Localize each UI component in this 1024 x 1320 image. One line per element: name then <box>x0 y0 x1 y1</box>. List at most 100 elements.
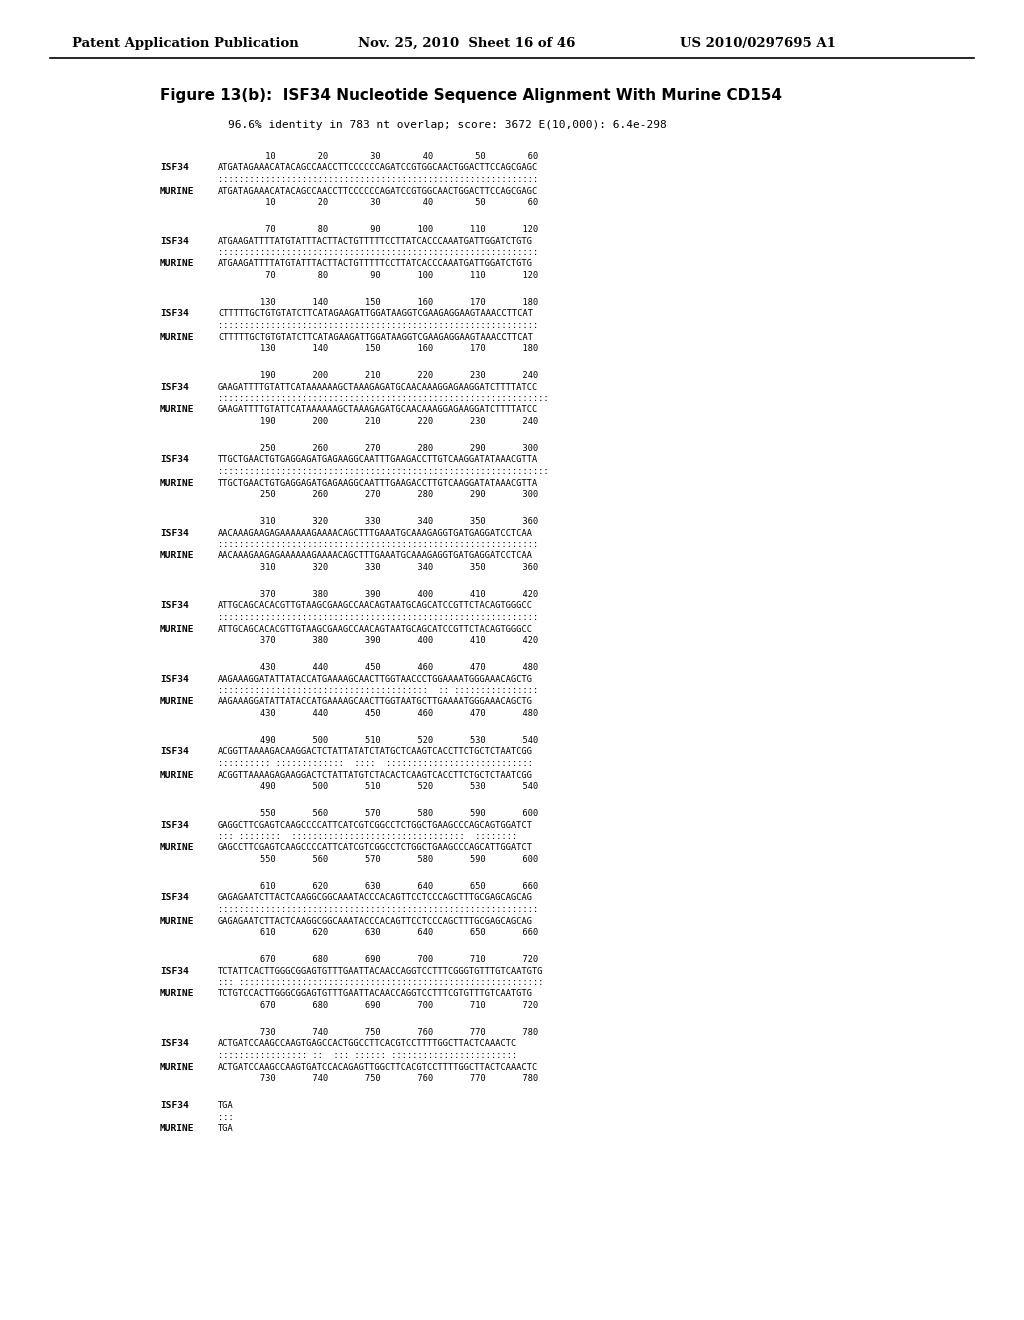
Text: 370       380       390       400       410       420: 370 380 390 400 410 420 <box>218 636 539 645</box>
Text: MURINE: MURINE <box>160 990 195 998</box>
Text: Nov. 25, 2010  Sheet 16 of 46: Nov. 25, 2010 Sheet 16 of 46 <box>358 37 575 50</box>
Text: ::::::::::::::::::::::::::::::::::::::::  :: ::::::::::::::::: ::::::::::::::::::::::::::::::::::::::::… <box>218 686 539 696</box>
Text: ATGAAGATTTTATGTATTTACTTACTGTTTTTCCTTATCACCCAAATGATTGGATCTGTG: ATGAAGATTTTATGTATTTACTTACTGTTTTTCCTTATCA… <box>218 236 534 246</box>
Text: 670       680       690       700       710       720: 670 680 690 700 710 720 <box>218 1001 539 1010</box>
Text: MURINE: MURINE <box>160 479 195 487</box>
Text: TCTATTCACTTGGGCGGAGTGTTTGAATTACAACCAGGTCCTTTCGGGTGTTTGTCAATGTG: TCTATTCACTTGGGCGGAGTGTTTGAATTACAACCAGGTC… <box>218 966 544 975</box>
Text: 610       620       630       640       650       660: 610 620 630 640 650 660 <box>218 882 539 891</box>
Text: ATTGCAGCACACGTTGTAAGCGAAGCCAACAGTAATGCAGCATCCGTTCTACAGTGGGCC: ATTGCAGCACACGTTGTAAGCGAAGCCAACAGTAATGCAG… <box>218 624 534 634</box>
Text: MURINE: MURINE <box>160 260 195 268</box>
Text: MURINE: MURINE <box>160 186 195 195</box>
Text: :::: ::: <box>218 1113 233 1122</box>
Text: 310       320       330       340       350       360: 310 320 330 340 350 360 <box>218 564 539 572</box>
Text: 70        80        90       100       110       120: 70 80 90 100 110 120 <box>218 224 539 234</box>
Text: AAGAAAGGATATTATACCATGAAAAGCAACTTGGTAACCCTGGAAAATGGGAAACAGCTG: AAGAAAGGATATTATACCATGAAAAGCAACTTGGTAACCC… <box>218 675 534 684</box>
Text: GAAGATTTTGTATTCATAAAAAAGCTAAAGAGATGCAACAAAGGAGAAGGATCTTTTATCC: GAAGATTTTGTATTCATAAAAAAGCTAAAGAGATGCAACA… <box>218 383 539 392</box>
Text: ISF34: ISF34 <box>160 675 188 684</box>
Text: 430       440       450       460       470       480: 430 440 450 460 470 480 <box>218 709 539 718</box>
Text: 730       740       750       760       770       780: 730 740 750 760 770 780 <box>218 1028 539 1038</box>
Text: ISF34: ISF34 <box>160 821 188 829</box>
Text: MURINE: MURINE <box>160 552 195 561</box>
Text: ::: ::::::::  :::::::::::::::::::::::::::::::::  ::::::::: ::: :::::::: :::::::::::::::::::::::::::… <box>218 832 517 841</box>
Text: AACAAAGAAGAGAAAAAAGAAAACAGCTTTGAAATGCAAAGAGGTGATGAGGATCCTCAA: AACAAAGAAGAGAAAAAAGAAAACAGCTTTGAAATGCAAA… <box>218 528 534 537</box>
Text: 310       320       330       340       350       360: 310 320 330 340 350 360 <box>218 517 539 525</box>
Text: MURINE: MURINE <box>160 771 195 780</box>
Text: :::::::::: :::::::::::::  ::::  ::::::::::::::::::::::::::::: :::::::::: ::::::::::::: :::: ::::::::::… <box>218 759 534 768</box>
Text: 130       140       150       160       170       180: 130 140 150 160 170 180 <box>218 345 539 352</box>
Text: MURINE: MURINE <box>160 697 195 706</box>
Text: :::::::::::::::::::::::::::::::::::::::::::::::::::::::::::::: ::::::::::::::::::::::::::::::::::::::::… <box>218 321 539 330</box>
Text: 610       620       630       640       650       660: 610 620 630 640 650 660 <box>218 928 539 937</box>
Text: MURINE: MURINE <box>160 1125 195 1133</box>
Text: 670       680       690       700       710       720: 670 680 690 700 710 720 <box>218 954 539 964</box>
Text: CTTTTTGCTGTGTATCTTCATAGAAGATTGGATAAGGTCGAAGAGGAAGTAAACCTTCAT: CTTTTTGCTGTGTATCTTCATAGAAGATTGGATAAGGTCG… <box>218 309 534 318</box>
Text: TCTGTCCACTTGGGCGGAGTGTTTGAATTACAACCAGGTCCTTTCGTGTTTGTCAATGTG: TCTGTCCACTTGGGCGGAGTGTTTGAATTACAACCAGGTC… <box>218 990 534 998</box>
Text: MURINE: MURINE <box>160 1063 195 1072</box>
Text: GAGAGAATCTTACTCAAGGCGGCAAATACCCACAGTTCCTCCCAGCTTTGCGAGCAGCAG: GAGAGAATCTTACTCAAGGCGGCAAATACCCACAGTTCCT… <box>218 894 534 903</box>
Text: ISF34: ISF34 <box>160 1040 188 1048</box>
Text: 250       260       270       280       290       300: 250 260 270 280 290 300 <box>218 444 539 453</box>
Text: 10        20        30        40        50        60: 10 20 30 40 50 60 <box>218 198 539 207</box>
Text: 490       500       510       520       530       540: 490 500 510 520 530 540 <box>218 781 539 791</box>
Text: ::: ::::::::::::::::::::::::::::::::::::::::::::::::::::::::::: ::: ::::::::::::::::::::::::::::::::::::… <box>218 978 544 987</box>
Text: ISF34: ISF34 <box>160 383 188 392</box>
Text: MURINE: MURINE <box>160 333 195 342</box>
Text: 550       560       570       580       590       600: 550 560 570 580 590 600 <box>218 809 539 818</box>
Text: 250       260       270       280       290       300: 250 260 270 280 290 300 <box>218 490 539 499</box>
Text: 10        20        30        40        50        60: 10 20 30 40 50 60 <box>218 152 539 161</box>
Text: MURINE: MURINE <box>160 624 195 634</box>
Text: ATGAAGATTTTATGTATTTACTTACTGTTTTTCCTTATCACCCAAATGATTGGATCTGTG: ATGAAGATTTTATGTATTTACTTACTGTTTTTCCTTATCA… <box>218 260 534 268</box>
Text: :::::::::::::::::::::::::::::::::::::::::::::::::::::::::::::: ::::::::::::::::::::::::::::::::::::::::… <box>218 248 539 257</box>
Text: 190       200       210       220       230       240: 190 200 210 220 230 240 <box>218 371 539 380</box>
Text: ISF34: ISF34 <box>160 309 188 318</box>
Text: Figure 13(b):  ISF34 Nucleotide Sequence Alignment With Murine CD154: Figure 13(b): ISF34 Nucleotide Sequence … <box>160 88 782 103</box>
Text: AAGAAAGGATATTATACCATGAAAAGCAACTTGGTAATGCTTGAAAATGGGAAACAGCTG: AAGAAAGGATATTATACCATGAAAAGCAACTTGGTAATGC… <box>218 697 534 706</box>
Text: AACAAAGAAGAGAAAAAAGAAAACAGCTTTGAAATGCAAAGAGGTGATGAGGATCCTCAA: AACAAAGAAGAGAAAAAAGAAAACAGCTTTGAAATGCAAA… <box>218 552 534 561</box>
Text: ACGGTTAAAAGACAAGGACTCTATTATATCTATGCTCAAGTCACCTTCTGCTCTAATCGG: ACGGTTAAAAGACAAGGACTCTATTATATCTATGCTCAAG… <box>218 747 534 756</box>
Text: TTGCTGAACTGTGAGGAGATGAGAAGGCAATTTGAAGACCTTGTCAAGGATATAAACGTTA: TTGCTGAACTGTGAGGAGATGAGAAGGCAATTTGAAGACC… <box>218 455 539 465</box>
Text: ISF34: ISF34 <box>160 455 188 465</box>
Text: ACTGATCCAAGCCAAGTGAGCCACTGGCCTTCACGTCCTTTTGGCTTACTCAAACTC: ACTGATCCAAGCCAAGTGAGCCACTGGCCTTCACGTCCTT… <box>218 1040 517 1048</box>
Text: GAAGATTTTGTATTCATAAAAAAGCTAAAGAGATGCAACAAAGGAGAAGGATCTTTTATCC: GAAGATTTTGTATTCATAAAAAAGCTAAAGAGATGCAACA… <box>218 405 539 414</box>
Text: ATGATAGAAACATACAGCCAACCTTCCCCCCAGATCCGTGGCAACTGGACTTCCAGCGAGC: ATGATAGAAACATACAGCCAACCTTCCCCCCAGATCCGTG… <box>218 186 539 195</box>
Text: :::::::::::::::::::::::::::::::::::::::::::::::::::::::::::::: ::::::::::::::::::::::::::::::::::::::::… <box>218 906 539 913</box>
Text: TGA: TGA <box>218 1125 233 1133</box>
Text: ISF34: ISF34 <box>160 966 188 975</box>
Text: 730       740       750       760       770       780: 730 740 750 760 770 780 <box>218 1074 539 1082</box>
Text: CTTTTTGCTGTGTATCTTCATAGAAGATTGGATAAGGTCGAAGAGGAAGTAAACCTTCAT: CTTTTTGCTGTGTATCTTCATAGAAGATTGGATAAGGTCG… <box>218 333 534 342</box>
Text: ATGATAGAAACATACAGCCAACCTTCCCCCCAGATCCGTGGCAACTGGACTTCCAGCGAGC: ATGATAGAAACATACAGCCAACCTTCCCCCCAGATCCGTG… <box>218 164 539 173</box>
Text: 430       440       450       460       470       480: 430 440 450 460 470 480 <box>218 663 539 672</box>
Text: :::::::::::::::::::::::::::::::::::::::::::::::::::::::::::::: ::::::::::::::::::::::::::::::::::::::::… <box>218 176 539 183</box>
Text: 490       500       510       520       530       540: 490 500 510 520 530 540 <box>218 737 539 744</box>
Text: :::::::::::::::::::::::::::::::::::::::::::::::::::::::::::::: ::::::::::::::::::::::::::::::::::::::::… <box>218 540 539 549</box>
Text: ::::::::::::::::: ::  ::: :::::: ::::::::::::::::::::::::: ::::::::::::::::: :: ::: :::::: ::::::::… <box>218 1051 517 1060</box>
Text: US 2010/0297695 A1: US 2010/0297695 A1 <box>680 37 836 50</box>
Text: 96.6% identity in 783 nt overlap; score: 3672 E(10,000): 6.4e-298: 96.6% identity in 783 nt overlap; score:… <box>228 120 667 129</box>
Text: GAGAGAATCTTACTCAAGGCGGCAAATACCCACAGTTCCTCCCAGCTTTGCGAGCAGCAG: GAGAGAATCTTACTCAAGGCGGCAAATACCCACAGTTCCT… <box>218 916 534 925</box>
Text: ACGGTTAAAAGAGAAGGACTCTATTATGTCTACACTCAAGTCACCTTCTGCTCTAATCGG: ACGGTTAAAAGAGAAGGACTCTATTATGTCTACACTCAAG… <box>218 771 534 780</box>
Text: ISF34: ISF34 <box>160 528 188 537</box>
Text: 550       560       570       580       590       600: 550 560 570 580 590 600 <box>218 855 539 865</box>
Text: ACTGATCCAAGCCAAGTGATCCACAGAGTTGGCTTCACGTCCTTTTGGCTTACTCAAACTC: ACTGATCCAAGCCAAGTGATCCACAGAGTTGGCTTCACGT… <box>218 1063 539 1072</box>
Text: GAGCCTTCGAGTCAAGCCCCATTCATCGTCGGCCTCTGGCTGAAGCCCAGCATTGGATCT: GAGCCTTCGAGTCAAGCCCCATTCATCGTCGGCCTCTGGC… <box>218 843 534 853</box>
Text: 70        80        90       100       110       120: 70 80 90 100 110 120 <box>218 271 539 280</box>
Text: 130       140       150       160       170       180: 130 140 150 160 170 180 <box>218 298 539 308</box>
Text: ISF34: ISF34 <box>160 1101 188 1110</box>
Text: TGA: TGA <box>218 1101 233 1110</box>
Text: MURINE: MURINE <box>160 405 195 414</box>
Text: 370       380       390       400       410       420: 370 380 390 400 410 420 <box>218 590 539 599</box>
Text: ATTGCAGCACACGTTGTAAGCGAAGCCAACAGTAATGCAGCATCCGTTCTACAGTGGGCC: ATTGCAGCACACGTTGTAAGCGAAGCCAACAGTAATGCAG… <box>218 602 534 610</box>
Text: ISF34: ISF34 <box>160 894 188 903</box>
Text: ISF34: ISF34 <box>160 747 188 756</box>
Text: GAGGCTTCGAGTCAAGCCCCATTCATCGTCGGCCTCTGGCTGAAGCCCAGCAGTGGATCT: GAGGCTTCGAGTCAAGCCCCATTCATCGTCGGCCTCTGGC… <box>218 821 534 829</box>
Text: ISF34: ISF34 <box>160 164 188 173</box>
Text: :::::::::::::::::::::::::::::::::::::::::::::::::::::::::::::: ::::::::::::::::::::::::::::::::::::::::… <box>218 612 539 622</box>
Text: Patent Application Publication: Patent Application Publication <box>72 37 299 50</box>
Text: MURINE: MURINE <box>160 843 195 853</box>
Text: TTGCTGAACTGTGAGGAGATGAGAAGGCAATTTGAAGACCTTGTCAAGGATATAAACGTTA: TTGCTGAACTGTGAGGAGATGAGAAGGCAATTTGAAGACC… <box>218 479 539 487</box>
Text: ISF34: ISF34 <box>160 236 188 246</box>
Text: ISF34: ISF34 <box>160 602 188 610</box>
Text: MURINE: MURINE <box>160 916 195 925</box>
Text: :::::::::::::::::::::::::::::::::::::::::::::::::::::::::::::::: ::::::::::::::::::::::::::::::::::::::::… <box>218 467 549 477</box>
Text: :::::::::::::::::::::::::::::::::::::::::::::::::::::::::::::::: ::::::::::::::::::::::::::::::::::::::::… <box>218 393 549 403</box>
